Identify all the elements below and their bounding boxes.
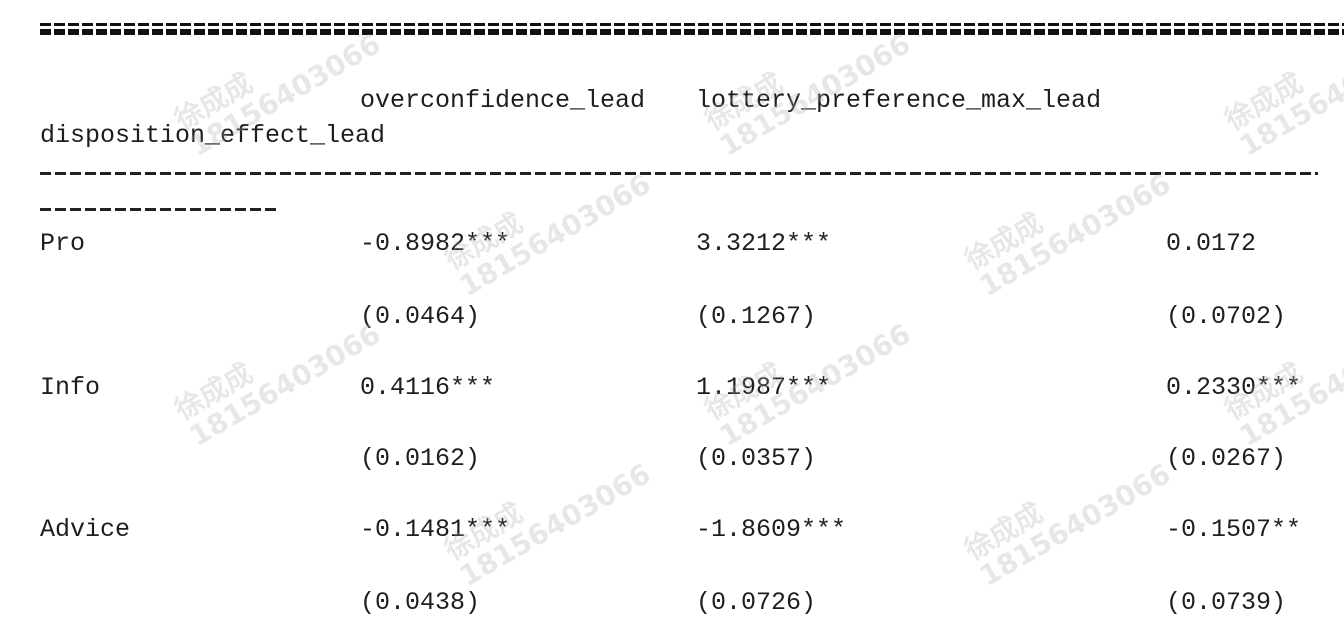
watermark-name: 徐成成 xyxy=(169,356,259,427)
watermark: 徐成成 18156403066 xyxy=(169,293,387,453)
pro-disposition-coef: 0.0172 xyxy=(1166,229,1257,258)
watermark-name: 徐成成 xyxy=(1219,66,1309,137)
pro-disposition-se: (0.0702) xyxy=(1166,302,1287,331)
watermark: 徐成成 18156403066 xyxy=(439,143,656,303)
info-disposition-coef: 0.2330*** xyxy=(1166,373,1302,402)
watermark-name: 徐成成 xyxy=(959,496,1049,567)
watermark-phone: 18156403066 xyxy=(974,457,1177,593)
advice-overconfidence-coef: -0.1481*** xyxy=(360,515,511,544)
advice-overconfidence-se: (0.0438) xyxy=(360,588,481,617)
watermark: 徐成成 18156403066 xyxy=(959,143,1177,303)
pro-lottery-se: (0.1267) xyxy=(696,302,817,331)
row-label-pro: Pro xyxy=(40,229,86,258)
header-lottery-preference: lottery_preference_max_lead xyxy=(696,86,1102,115)
row-label-advice: Advice xyxy=(40,515,131,544)
header-overconfidence: overconfidence_lead xyxy=(360,86,646,115)
header-disposition-effect: disposition_effect_lead xyxy=(40,121,386,150)
pro-lottery-coef: 3.3212*** xyxy=(696,229,832,258)
advice-lottery-se: (0.0726) xyxy=(696,588,817,617)
watermark-phone: 18156403066 xyxy=(184,317,387,453)
advice-lottery-coef: -1.8609*** xyxy=(696,515,847,544)
info-lottery-coef: 1.1987*** xyxy=(696,373,832,402)
advice-disposition-se: (0.0739) xyxy=(1166,588,1287,617)
header-rule-wrap xyxy=(40,208,276,211)
pro-overconfidence-se: (0.0464) xyxy=(360,302,481,331)
info-lottery-se: (0.0357) xyxy=(696,444,817,473)
watermark-name: 徐成成 xyxy=(959,206,1049,277)
watermark-phone: 18156403066 xyxy=(1234,27,1344,163)
advice-disposition-coef: -0.1507** xyxy=(1166,515,1302,544)
row-label-info: Info xyxy=(40,373,101,402)
info-overconfidence-coef: 0.4116*** xyxy=(360,373,496,402)
top-double-rule xyxy=(40,23,1344,35)
watermark-phone: 18156403066 xyxy=(974,167,1177,303)
info-disposition-se: (0.0267) xyxy=(1166,444,1287,473)
watermark: 徐成成 18156403066 xyxy=(959,433,1177,593)
pro-overconfidence-coef: -0.8982*** xyxy=(360,229,511,258)
info-overconfidence-se: (0.0162) xyxy=(360,444,481,473)
header-rule xyxy=(40,172,1318,175)
